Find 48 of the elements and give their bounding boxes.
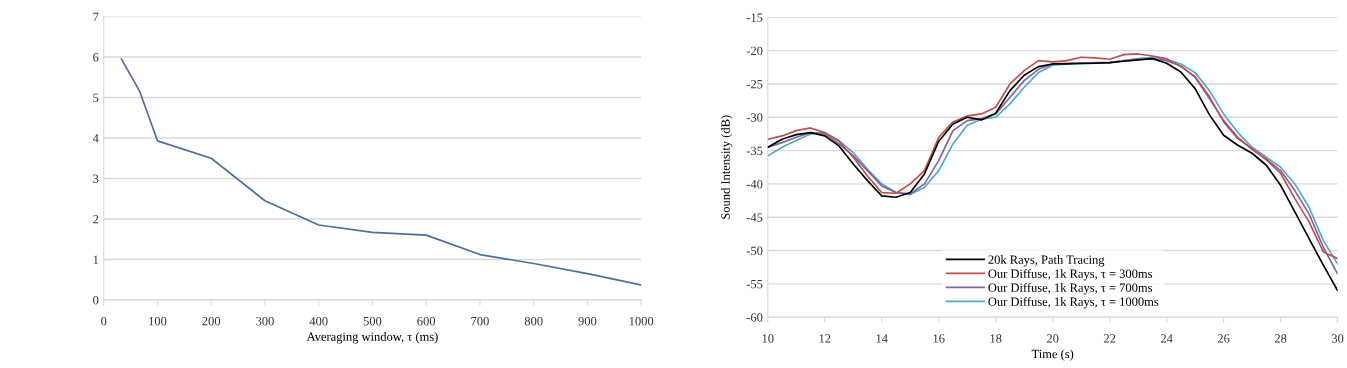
y-tick-label: 3 [93,174,99,183]
x-axis-title: Time (s) [1031,349,1074,361]
x-tick-label: 300 [256,316,274,326]
x-tick-label: 28 [1274,334,1287,343]
x-tick-label: 0 [101,316,107,326]
x-tick-label: 26 [1217,334,1230,343]
y-tick-label: 5 [93,93,99,102]
x-tick-label: 200 [202,316,221,326]
y-tick-label: -55 [746,280,763,289]
x-tick-label: 1000 [629,316,654,326]
x-tick-label: 14 [876,334,888,343]
legend-label: Our Diffuse, 1k Rays, τ = 700ms [988,282,1153,295]
x-tick-label: 30 [1331,334,1344,343]
x-tick-label: 400 [309,316,328,326]
y-tick-label: -25 [746,80,763,89]
x-tick-label: 24 [1160,334,1173,343]
y-tick-label: 0 [93,295,99,305]
y-tick-label: 7 [93,12,99,21]
y-tick-label: -20 [746,46,763,56]
y-tick-label: -35 [746,146,763,156]
x-tick-label: 10 [762,334,774,343]
y-tick-label: 4 [92,134,99,143]
y-axis-title: Sound Intensity (dB) [721,115,733,219]
y-tick-label: -30 [746,113,763,122]
y-tick-label: 6 [93,53,99,62]
y-tick-label: 2 [93,215,99,224]
x-tick-label: 18 [990,334,1002,343]
legend-label: Our Diffuse, 1k Rays, τ = 1000ms [988,296,1159,309]
x-tick-label: 500 [363,316,382,326]
y-tick-label: -15 [746,13,763,22]
x-tick-label: 22 [1103,334,1116,343]
x-tick-label: 16 [933,334,945,343]
x-tick-label: 12 [819,334,831,343]
y-tick-label: 1 [93,255,99,264]
y-tick-label: -60 [746,313,763,322]
x-tick-label: 900 [578,316,597,326]
line-series [120,58,642,286]
x-tick-label: 20 [1046,334,1059,343]
x-tick-label: 100 [149,316,167,326]
y-tick-label: -50 [746,246,763,256]
legend-label: 20k Rays, Path Tracing [988,255,1105,267]
x-tick-label: 600 [417,316,436,326]
y-tick-label: -45 [746,213,763,222]
x-axis-title: Averaging window, τ (ms) [306,332,438,344]
legend-label: Our Diffuse, 1k Rays, τ = 300ms [988,268,1153,281]
x-tick-label: 700 [471,316,489,326]
y-tick-label: -40 [746,179,763,189]
x-tick-label: 800 [524,316,543,326]
